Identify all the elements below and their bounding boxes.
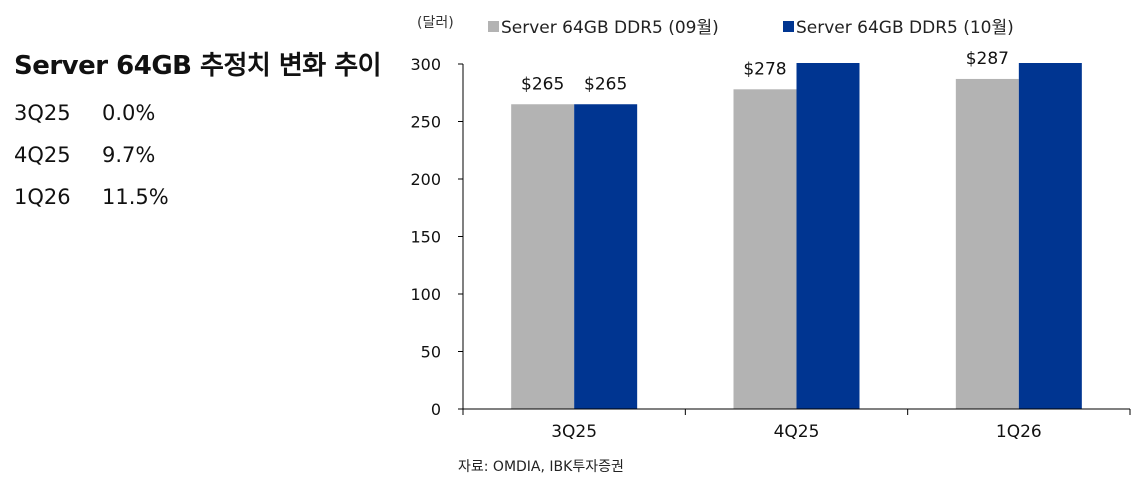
- estimate-change-list: 3Q25 0.0% 4Q25 9.7% 1Q26 11.5%: [14, 92, 169, 218]
- change-value: 11.5%: [102, 185, 169, 209]
- x-tick-label: 3Q25: [551, 422, 597, 442]
- bar-4Q25-series-1: [733, 89, 797, 410]
- change-value: 9.7%: [102, 143, 156, 167]
- source-note: 자료: OMDIA, IBK투자증권: [458, 459, 624, 475]
- y-tick-label: 100: [410, 285, 441, 304]
- legend-swatch-series-1: [488, 21, 499, 32]
- data-label: $265: [521, 74, 564, 94]
- y-tick-label: 50: [421, 343, 441, 362]
- bar-1Q26-series-2: [1018, 63, 1082, 409]
- side-title: Server 64GB 추정치 변화 추이: [14, 51, 382, 81]
- y-tick-label: 300: [410, 55, 441, 74]
- change-period: 1Q26: [14, 185, 71, 209]
- chart-axes: 3Q25 4Q25 1Q26 0 50 100 150 200 250 300: [410, 55, 1131, 442]
- bar-3Q25-series-2: [574, 104, 638, 409]
- change-period: 3Q25: [14, 101, 71, 125]
- y-tick-label: 200: [410, 170, 441, 189]
- x-tick-label: 4Q25: [774, 422, 820, 442]
- legend-label: Server 64GB DDR5 (10월): [796, 18, 1014, 38]
- y-tick-label: 0: [431, 400, 441, 419]
- bar-3Q25-series-1: [511, 104, 575, 409]
- legend-swatch-series-2: [783, 21, 794, 32]
- change-period: 4Q25: [14, 143, 71, 167]
- data-label: $287: [966, 49, 1009, 69]
- change-value: 0.0%: [102, 101, 156, 125]
- y-tick-label: 150: [410, 228, 441, 247]
- data-label: $278: [743, 59, 786, 79]
- x-tick-label: 1Q26: [996, 422, 1042, 442]
- change-row-1q26: 1Q26 11.5%: [14, 176, 169, 218]
- bar-group: $265 $265 $278 $287: [511, 49, 1082, 410]
- y-unit-label: (달러): [417, 15, 454, 31]
- change-row-3q25: 3Q25 0.0%: [14, 92, 169, 134]
- data-label: $265: [584, 74, 627, 94]
- y-tick-label: 250: [410, 113, 441, 132]
- legend-label: Server 64GB DDR5 (09월): [501, 18, 719, 38]
- chart-legend: Server 64GB DDR5 (09월) Server 64GB DDR5 (…: [488, 18, 1014, 38]
- change-row-4q25: 4Q25 9.7%: [14, 134, 169, 176]
- bar-4Q25-series-2: [796, 63, 860, 409]
- bar-1Q26-series-1: [955, 78, 1019, 409]
